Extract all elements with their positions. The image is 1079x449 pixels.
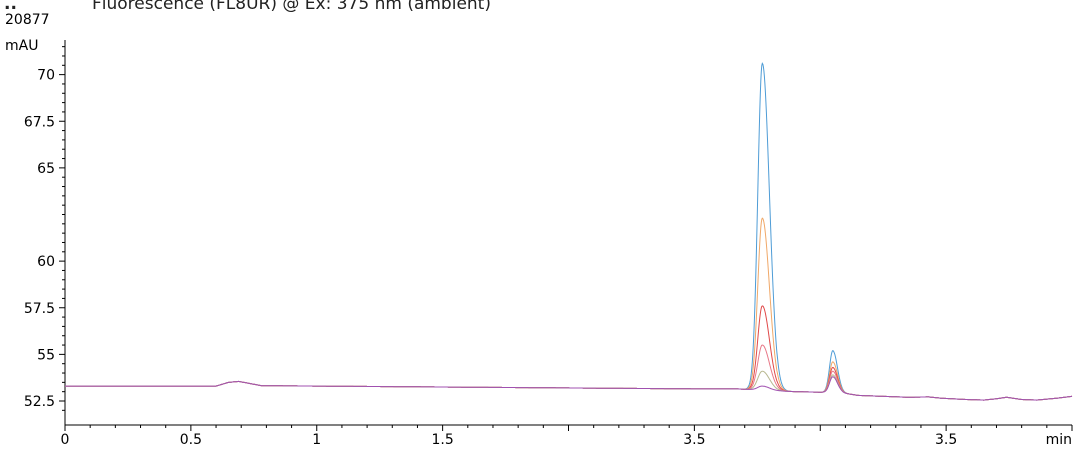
y-tick-label: 67.5 (24, 114, 55, 130)
run-number: 20877 (5, 12, 50, 28)
y-tick-label: 70 (37, 68, 55, 84)
x-axis: 0 0.5 1 1.5 3.5 3.5 min (61, 424, 1073, 448)
x-tick-label: 3.5 (935, 432, 957, 448)
y-tick-label: 52.5 (24, 394, 55, 410)
y-axis: 52.5 55 57.5 60 65 67.5 70 (24, 40, 66, 425)
chart-title: Fluorescence (FL8UR) @ Ex: 375 nm (ambie… (92, 0, 491, 14)
trace-line-4 (65, 344, 1073, 401)
x-tick-label: 1.5 (431, 432, 453, 448)
trace-line-2 (65, 217, 1073, 401)
chart-header: .. Fluorescence (FL8UR) @ Ex: 375 nm (am… (4, 0, 491, 54)
y-tick-label: 65 (37, 161, 55, 177)
chart-title-prefix: .. (4, 0, 17, 14)
y-tick-label: 55 (37, 347, 55, 363)
trace-group (65, 62, 1073, 401)
y-axis-label: mAU (5, 38, 38, 54)
x-axis-unit-label: min (1046, 432, 1072, 448)
x-tick-label: 0.5 (180, 432, 202, 448)
x-tick-label: 1 (312, 432, 321, 448)
x-tick-label: 3.5 (683, 432, 705, 448)
x-tick-label: 0 (61, 432, 70, 448)
y-tick-label: 60 (37, 254, 55, 270)
trace-line-1 (65, 62, 1073, 401)
y-tick-label: 57.5 (24, 301, 55, 317)
trace-line-6 (65, 376, 1073, 401)
